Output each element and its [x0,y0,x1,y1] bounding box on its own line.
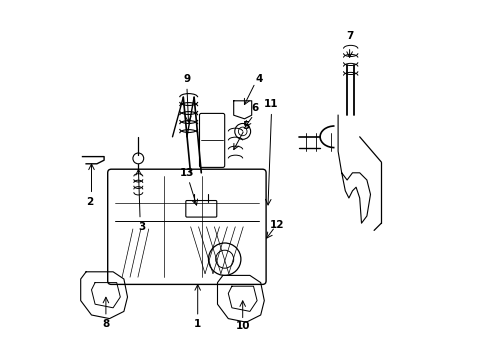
Text: 3: 3 [138,222,145,232]
Text: 10: 10 [235,321,249,331]
Text: 12: 12 [269,220,284,230]
Text: 4: 4 [255,74,262,84]
Text: 5: 5 [242,121,249,131]
Text: 1: 1 [194,319,201,329]
Text: 13: 13 [179,168,194,178]
Text: 7: 7 [345,31,353,41]
FancyBboxPatch shape [199,113,224,167]
Text: 9: 9 [183,74,190,84]
Text: 6: 6 [251,103,258,113]
Text: 8: 8 [102,319,109,329]
FancyBboxPatch shape [107,169,265,284]
Text: 2: 2 [86,197,93,207]
Text: 11: 11 [264,99,278,109]
FancyBboxPatch shape [185,201,216,217]
